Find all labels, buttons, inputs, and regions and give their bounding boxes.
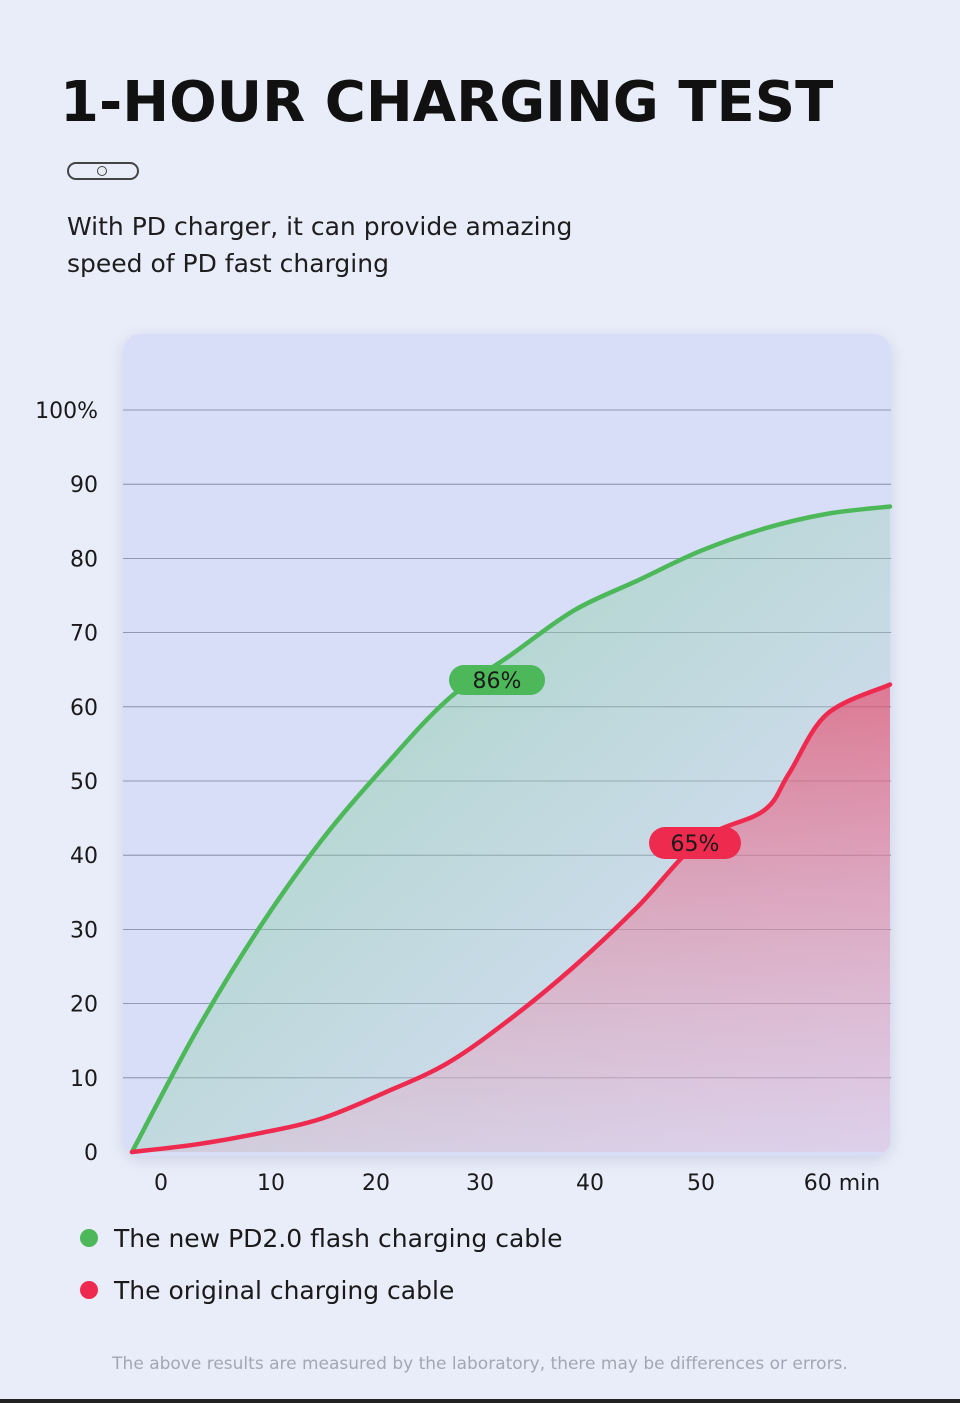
y-tick-label: 60 (70, 696, 98, 721)
footnote: The above results are measured by the la… (112, 1354, 848, 1374)
series-new-cable-badge (449, 665, 545, 695)
legend-label-new-cable: The new PD2.0 flash charging cable (114, 1223, 563, 1253)
x-tick-label: 50 (687, 1171, 715, 1196)
series-new-cable-badge-label: 86% (473, 669, 522, 694)
x-tick-label: 0 (154, 1171, 168, 1196)
page-title: 1-HOUR CHARGING TEST (60, 70, 834, 135)
bottom-divider (0, 1399, 960, 1403)
y-tick-label: 100% (35, 399, 98, 424)
series-original-cable-badge (649, 827, 741, 859)
series-original-cable-line (129, 682, 893, 1155)
y-tick-label: 20 (70, 993, 98, 1018)
plot-area (132, 506, 890, 1153)
legend-dot-green-icon (80, 1229, 98, 1247)
series-original-cable-badge-label: 65% (671, 832, 720, 857)
y-tick-label: 80 (70, 547, 98, 572)
x-tick-label: 60 min (804, 1171, 880, 1196)
chart-legend: The new PD2.0 flash charging cable The o… (80, 1220, 562, 1324)
x-tick-label: 20 (362, 1171, 390, 1196)
series-original-cable-area (132, 684, 890, 1152)
y-tick-label: 0 (84, 1141, 98, 1166)
x-tick-label: 40 (576, 1171, 604, 1196)
charging-chart: 0 10 20 30 40 50 60 70 80 90 100% 0 10 20 30 40 50 60 min… (35, 399, 893, 1196)
y-tick-label: 70 (70, 622, 98, 647)
y-tick-label: 90 (70, 473, 98, 498)
y-tick-label: 50 (70, 770, 98, 795)
y-tick-label: 40 (70, 844, 98, 869)
y-tick-label: 30 (70, 918, 98, 943)
legend-dot-red-icon (80, 1281, 98, 1299)
x-tick-label: 10 (257, 1171, 285, 1196)
x-tick-label: 30 (466, 1171, 494, 1196)
legend-item-new-cable: The new PD2.0 flash charging cable (80, 1220, 562, 1256)
page-subtitle: With PD charger, it can provide amazing … (67, 212, 573, 278)
legend-label-original-cable: The original charging cable (114, 1275, 455, 1305)
y-tick-label: 10 (70, 1067, 98, 1092)
toggle-pill-icon (67, 162, 139, 180)
legend-item-original-cable: The original charging cable (80, 1272, 562, 1308)
